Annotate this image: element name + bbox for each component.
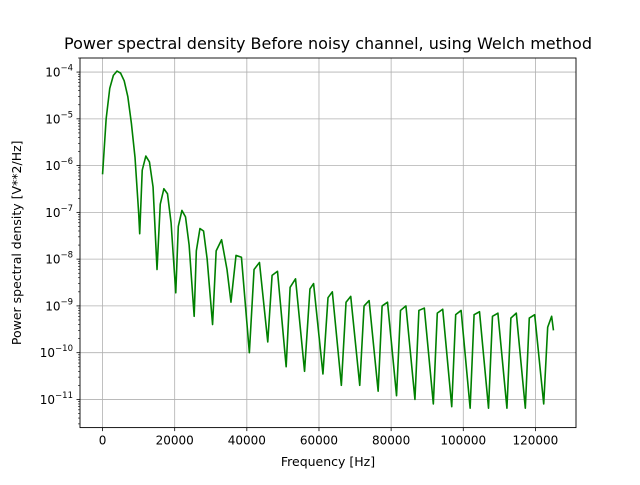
y-tick-base: 10 <box>45 299 60 313</box>
series-layer <box>101 70 555 409</box>
y-tick-base: 10 <box>45 66 60 80</box>
plot-frame <box>79 57 577 429</box>
x-tick-label: 120000 <box>513 434 559 448</box>
chart-title: Power spectral density Before noisy chan… <box>64 34 592 53</box>
y-tick-label: 10−8 <box>45 251 73 267</box>
y-tick-base: 10 <box>45 112 60 126</box>
y-tick-exponent: −4 <box>60 64 73 74</box>
x-tick-label: 80000 <box>372 434 410 448</box>
x-tick-label: 40000 <box>228 434 266 448</box>
y-tick-exponent: −8 <box>60 251 73 261</box>
y-tick-label: 10−5 <box>45 110 73 126</box>
y-tick-base: 10 <box>45 253 60 267</box>
psd-series-line <box>101 70 555 409</box>
x-tick-label: 0 <box>99 434 107 448</box>
y-tick-base: 10 <box>45 159 60 173</box>
y-tick-base: 10 <box>40 393 55 407</box>
y-tick-base: 10 <box>40 346 55 360</box>
y-tick-exponent: −9 <box>60 297 73 307</box>
y-tick-exponent: −11 <box>55 391 73 401</box>
y-tick-exponent: −10 <box>55 344 73 354</box>
x-tick-label: 60000 <box>300 434 338 448</box>
y-tick-label: 10−11 <box>40 391 73 407</box>
y-axis-label: Power spectral density [V**2/Hz] <box>9 140 24 345</box>
y-tick-label: 10−10 <box>40 344 73 360</box>
y-tick-label: 10−9 <box>45 297 73 313</box>
x-axis-label: Frequency [Hz] <box>281 454 375 469</box>
y-tick-label: 10−7 <box>45 204 73 220</box>
y-tick-label: 10−4 <box>45 64 73 80</box>
x-tick-label: 20000 <box>156 434 194 448</box>
x-tick-label: 100000 <box>440 434 486 448</box>
y-tick-label: 10−6 <box>45 157 73 173</box>
y-tick-exponent: −6 <box>60 157 73 167</box>
x-axis-ticks: 0 20000 40000 60000 80000 100000 120000 <box>99 427 559 448</box>
y-tick-base: 10 <box>45 206 60 220</box>
y-tick-exponent: −5 <box>60 110 73 120</box>
y-tick-exponent: −7 <box>60 204 73 214</box>
